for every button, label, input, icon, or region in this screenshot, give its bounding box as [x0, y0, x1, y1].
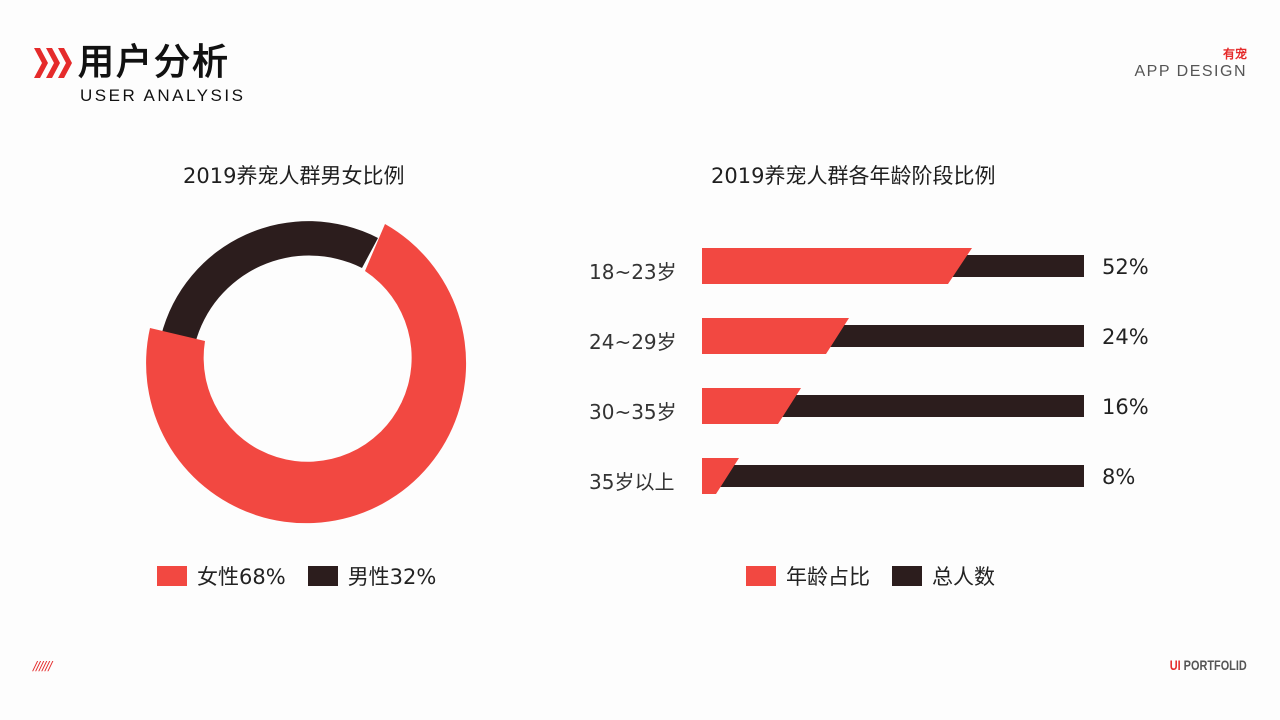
row-label: 18~23岁: [589, 260, 677, 284]
brand-name: 有宠: [1222, 47, 1247, 61]
row-percentage: 52%: [1102, 255, 1149, 279]
bar-total: [702, 395, 1084, 417]
bar-share: [702, 248, 972, 284]
row-label: 24~29岁: [589, 330, 677, 354]
portfolio-mark: UI PORTFOLID: [1170, 657, 1247, 673]
gender-chart-title: 2019养宠人群男女比例: [183, 164, 405, 188]
page-title: 用户分析: [78, 42, 231, 83]
page-subtitle: USER ANALYSIS: [80, 86, 246, 105]
row-label: 35岁以上: [589, 470, 675, 494]
triple-chevron-right-icon: [34, 48, 72, 78]
age-legend: 年龄占比 总人数: [746, 561, 1017, 591]
decorative-slashes: //////: [33, 659, 52, 673]
legend-swatch-age-share: [746, 566, 776, 586]
portfolio-ui: UI: [1169, 657, 1181, 673]
gender-legend: 女性68% 男性32%: [157, 561, 458, 591]
bar-share: [702, 388, 801, 424]
gender-donut-chart: [146, 221, 467, 524]
legend-swatch-male: [307, 566, 338, 586]
legend-label-male: 男性32%: [347, 565, 437, 589]
legend-swatch-female: [157, 566, 187, 586]
legend-swatch-total: [892, 566, 922, 586]
legend-label-total: 总人数: [932, 565, 995, 589]
legend-label-female: 女性68%: [197, 565, 286, 589]
donut-segment-female: [146, 224, 467, 524]
row-label: 30~35岁: [589, 400, 677, 424]
bar-share: [702, 318, 849, 354]
donut-segment-male: [161, 221, 378, 344]
row-percentage: 24%: [1102, 325, 1149, 349]
row-percentage: 16%: [1102, 395, 1149, 419]
legend-label-age-share: 年龄占比: [786, 565, 870, 589]
portfolio-text: PORTFOLID: [1180, 657, 1247, 673]
legend-item-age-share: 年龄占比: [746, 561, 870, 591]
row-percentage: 8%: [1102, 465, 1136, 489]
legend-item-total: 总人数: [892, 561, 995, 591]
legend-item-female: 女性68%: [157, 561, 286, 591]
legend-item-male: 男性32%: [307, 561, 437, 591]
bar-total: [702, 465, 1084, 487]
bar-share: [702, 458, 739, 494]
brand-tagline: APP DESIGN: [1134, 63, 1247, 80]
age-chart-title: 2019养宠人群各年龄阶段比例: [711, 164, 996, 188]
age-bar-chart: [702, 248, 1084, 494]
